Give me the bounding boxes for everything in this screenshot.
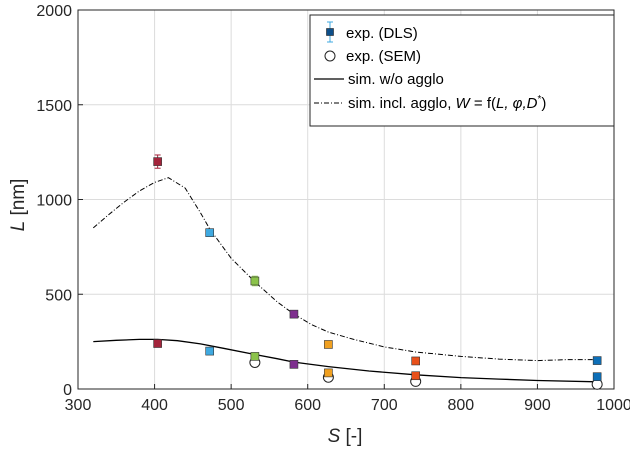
x-tick-label: 700 (371, 397, 398, 414)
dls-point (411, 371, 420, 381)
x-axis-label: S [-] (328, 426, 363, 447)
x-tick-label: 900 (524, 397, 551, 414)
dls-point (205, 346, 215, 356)
y-tick-label: 0 (63, 382, 72, 399)
x-tick-label: 800 (448, 397, 475, 414)
series-line-sim-agglo (92, 177, 598, 362)
dls-point (289, 360, 299, 369)
legend-box (309, 14, 615, 127)
x-tick-label: 400 (141, 397, 168, 414)
y-tick-label: 2000 (36, 3, 72, 20)
dls-point (592, 372, 602, 381)
dls-point (411, 356, 420, 366)
legend-marker-dls (326, 21, 334, 43)
dls-point (592, 356, 602, 365)
series-layer (92, 154, 603, 390)
legend-marker-sem (324, 50, 336, 62)
dls-point (324, 340, 333, 349)
x-tick-label: 600 (294, 397, 321, 414)
x-tick-label: 1000 (596, 397, 630, 414)
dls-point (153, 339, 162, 348)
legend: exp. (DLS) exp. (SEM) sim. w/o agglo sim… (309, 14, 615, 127)
y-tick-label: 1000 (36, 193, 72, 210)
y-tick-label: 500 (45, 287, 72, 304)
dls-point (250, 352, 260, 361)
y-tick-label: 1500 (36, 98, 72, 115)
legend-label-dls: exp. (DLS) (346, 25, 418, 42)
legend-label-sem: exp. (SEM) (346, 48, 421, 65)
legend-label-sim-agglo: sim. incl. agglo, W = f(L, φ,D*) (348, 94, 546, 112)
x-tick-label: 300 (65, 397, 92, 414)
dls-point (250, 276, 260, 286)
series-line-sim-no-agglo (93, 338, 598, 383)
dls-point (289, 309, 299, 319)
x-tick-label: 500 (218, 397, 245, 414)
dls-point (324, 368, 333, 378)
legend-label-sim-no-agglo: sim. w/o agglo (348, 71, 444, 88)
dls-point (153, 157, 162, 166)
axis-ticks: 300 400 500 600 700 800 900 1000 0 500 1000 1500 200… (36, 3, 630, 414)
dls-point (205, 228, 215, 237)
y-axis-label: L [nm] (8, 179, 29, 232)
